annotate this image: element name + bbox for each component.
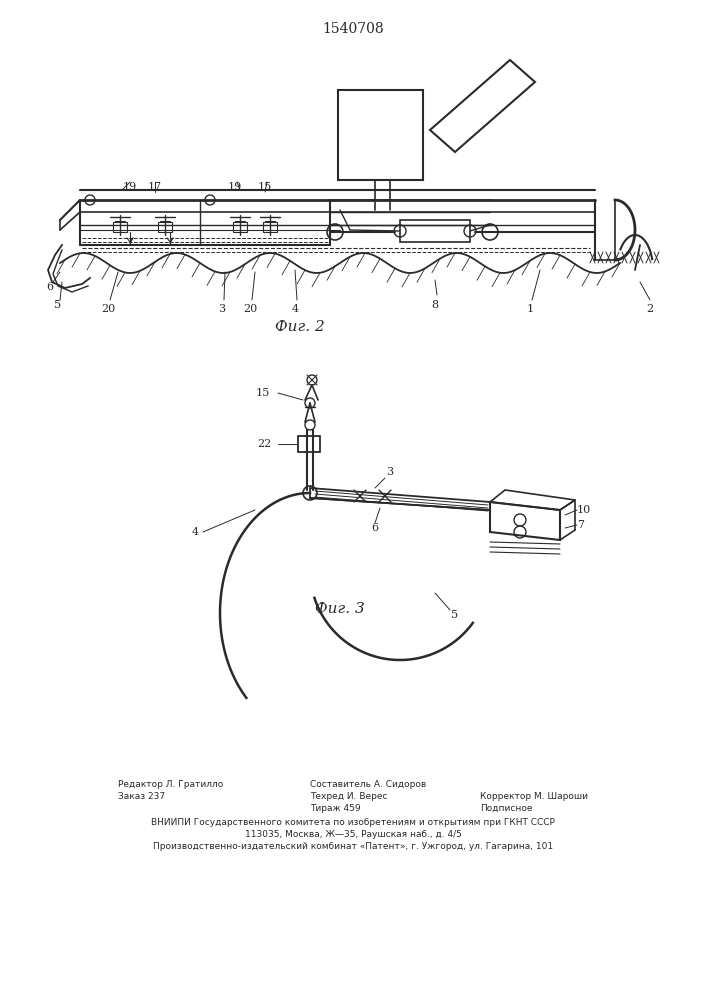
Text: ВНИИПИ Государственного комитета по изобретениям и открытиям при ГКНТ СССР: ВНИИПИ Государственного комитета по изоб…	[151, 818, 555, 827]
Text: 8: 8	[431, 300, 438, 310]
Text: Техред И. Верес: Техред И. Верес	[310, 792, 387, 801]
Bar	[400, 220, 470, 242]
Text: 4: 4	[192, 527, 199, 537]
Text: 113035, Москва, Ж—35, Раушская наб., д. 4/5: 113035, Москва, Ж—35, Раушская наб., д. …	[245, 830, 462, 839]
Text: 15: 15	[256, 388, 270, 398]
Text: 19: 19	[228, 182, 242, 192]
Bar	[338, 90, 423, 180]
Text: 15: 15	[258, 182, 272, 192]
Text: 3: 3	[218, 304, 226, 314]
Text: 20: 20	[243, 304, 257, 314]
Text: Фиг. 3: Фиг. 3	[315, 602, 365, 616]
Bar	[263, 222, 277, 232]
Text: Заказ 237: Заказ 237	[118, 792, 165, 801]
Text: 4: 4	[291, 304, 298, 314]
Text: Производственно-издательский комбинат «Патент», г. Ужгород, ул. Гагарина, 101: Производственно-издательский комбинат «П…	[153, 842, 553, 851]
Text: 22: 22	[258, 439, 272, 449]
Text: 3: 3	[387, 467, 394, 477]
Text: 20: 20	[101, 304, 115, 314]
Text: 1540708: 1540708	[322, 22, 384, 36]
Text: Фиг. 2: Фиг. 2	[275, 320, 325, 334]
Text: Составитель А. Сидоров: Составитель А. Сидоров	[310, 780, 426, 789]
Bar	[298, 436, 320, 452]
Text: 1: 1	[527, 304, 534, 314]
Text: 10: 10	[577, 505, 591, 515]
Text: 6: 6	[47, 282, 54, 292]
Text: 5: 5	[54, 300, 62, 310]
Text: Редактор Л. Гратилло: Редактор Л. Гратилло	[118, 780, 223, 789]
Text: 17: 17	[148, 182, 162, 192]
Bar	[233, 222, 247, 232]
Text: Тираж 459: Тираж 459	[310, 804, 361, 813]
Text: 7: 7	[577, 520, 584, 530]
Text: 5: 5	[452, 610, 459, 620]
Text: 19: 19	[123, 182, 137, 192]
Bar	[158, 222, 172, 232]
Text: Корректор М. Шароши: Корректор М. Шароши	[480, 792, 588, 801]
Text: 2: 2	[646, 304, 653, 314]
Text: 6: 6	[371, 523, 378, 533]
Text: Подписное: Подписное	[480, 804, 532, 813]
Bar	[113, 222, 127, 232]
